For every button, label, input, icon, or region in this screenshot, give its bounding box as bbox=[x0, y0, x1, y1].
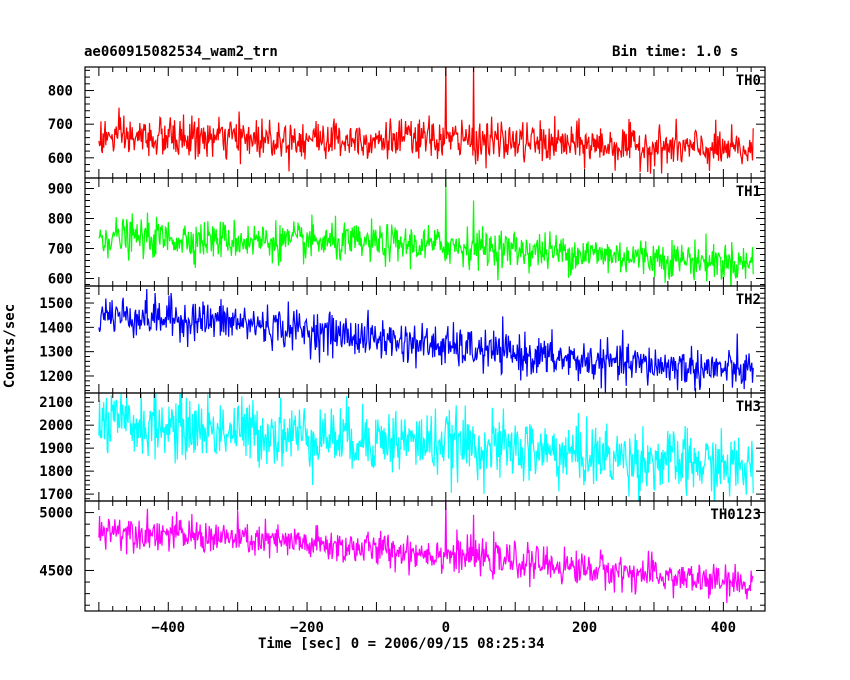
y-axis-label-wrap: Counts/sec bbox=[0, 304, 20, 388]
y-tick-label: 1800 bbox=[39, 464, 73, 480]
y-tick-label: 900 bbox=[48, 182, 73, 198]
panel-frame-th1 bbox=[84, 177, 766, 287]
x-tick-label: −400 bbox=[151, 620, 185, 636]
y-tick-label: 600 bbox=[48, 272, 73, 288]
panel-label-th0123: TH0123 bbox=[710, 507, 761, 523]
series-line-th0123 bbox=[98, 501, 754, 603]
y-tick-label: 4500 bbox=[39, 563, 73, 579]
panel-frame-th0 bbox=[84, 66, 766, 179]
y-tick-label: 800 bbox=[48, 212, 73, 228]
panel-label-th0: TH0 bbox=[736, 73, 761, 89]
bin-time-label: Bin time: 1.0 s bbox=[612, 44, 739, 60]
y-tick-label: 600 bbox=[48, 151, 73, 167]
y-tick-label: 1300 bbox=[39, 345, 73, 361]
y-tick-label: 1500 bbox=[39, 296, 73, 312]
y-tick-label: 1400 bbox=[39, 320, 73, 336]
y-tick-label: 2000 bbox=[39, 418, 73, 434]
x-tick-label: 400 bbox=[711, 620, 736, 636]
y-tick-label: 5000 bbox=[39, 506, 73, 522]
series-line-th2 bbox=[98, 288, 754, 393]
series-line-th0 bbox=[98, 67, 754, 174]
panel-label-th3: TH3 bbox=[736, 399, 761, 415]
x-axis-label: Time [sec] 0 = 2006/09/15 08:25:34 bbox=[258, 636, 545, 652]
y-tick-label: 1200 bbox=[39, 369, 73, 385]
y-tick-label: 1900 bbox=[39, 441, 73, 457]
series-line-th1 bbox=[98, 178, 754, 286]
panel-label-th2: TH2 bbox=[736, 292, 761, 308]
x-tick-label: −200 bbox=[290, 620, 324, 636]
y-axis-label: Counts/sec bbox=[2, 303, 18, 389]
series-line-th3 bbox=[98, 393, 754, 501]
panel-label-th1: TH1 bbox=[736, 184, 761, 200]
panel-frame-th0123 bbox=[84, 500, 766, 612]
x-tick-label: 200 bbox=[572, 620, 597, 636]
y-tick-label: 700 bbox=[48, 117, 73, 133]
y-tick-label: 2100 bbox=[39, 395, 73, 411]
x-tick-label: 0 bbox=[442, 620, 450, 636]
y-tick-label: 800 bbox=[48, 84, 73, 100]
y-tick-label: 700 bbox=[48, 242, 73, 258]
chart-title: ae060915082534_wam2_trn bbox=[84, 44, 278, 60]
y-tick-label: 1700 bbox=[39, 487, 73, 503]
